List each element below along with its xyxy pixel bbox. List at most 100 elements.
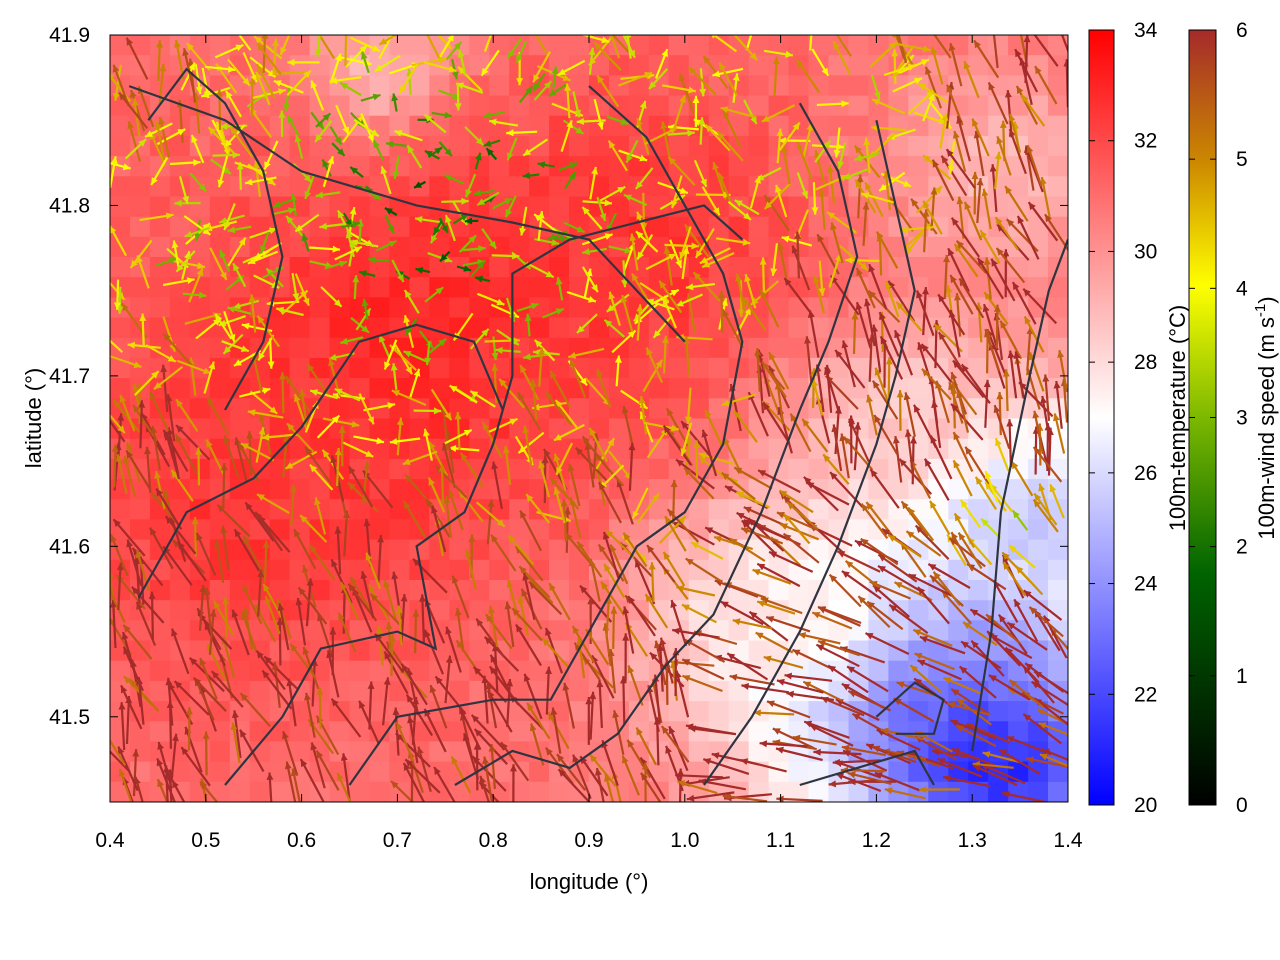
wind-vector bbox=[301, 232, 310, 252]
wind-vector bbox=[642, 359, 664, 393]
heatmap-cell bbox=[209, 761, 231, 783]
heatmap-cell bbox=[229, 660, 251, 682]
heatmap-cell bbox=[988, 640, 1009, 662]
heatmap-cell bbox=[589, 701, 610, 722]
heatmap-cell bbox=[309, 398, 331, 420]
wind-vector bbox=[663, 246, 673, 286]
heatmap-cell bbox=[668, 35, 690, 56]
heatmap-cell bbox=[169, 216, 191, 238]
heatmap-cell bbox=[289, 95, 311, 117]
heatmap-cell bbox=[469, 539, 490, 561]
heatmap-cell bbox=[130, 176, 151, 198]
heatmap-cell bbox=[968, 580, 989, 601]
heatmap-cell bbox=[269, 418, 291, 440]
heatmap-cell bbox=[349, 721, 371, 743]
heatmap-cell bbox=[429, 196, 450, 218]
heatmap-cell bbox=[1028, 680, 1049, 702]
wind-vector bbox=[304, 175, 315, 200]
heatmap-cell bbox=[349, 95, 371, 117]
wind-vector bbox=[856, 174, 864, 219]
heatmap-cell bbox=[130, 620, 151, 642]
wind-vector bbox=[791, 245, 811, 291]
heatmap-cell bbox=[968, 236, 989, 258]
heatmap-cell bbox=[828, 519, 850, 541]
heatmap-cell bbox=[908, 115, 929, 137]
heatmap-cell bbox=[948, 55, 969, 76]
wind-vector bbox=[157, 741, 173, 789]
wind-vector bbox=[607, 140, 628, 172]
wind-vector bbox=[683, 336, 691, 377]
heatmap-cell bbox=[529, 95, 550, 117]
heatmap-cell bbox=[708, 277, 730, 298]
heatmap-cell bbox=[768, 458, 790, 480]
heatmap-cell bbox=[489, 479, 510, 500]
heatmap-cell bbox=[249, 761, 271, 783]
heatmap-cell bbox=[469, 398, 490, 420]
wind-vector bbox=[811, 182, 819, 215]
heatmap-cell bbox=[848, 721, 870, 743]
heatmap-cell bbox=[748, 176, 770, 198]
heatmap-cell bbox=[988, 35, 1009, 56]
wind-vector bbox=[579, 584, 613, 623]
wind-vector bbox=[864, 181, 884, 218]
x-tick-label: 0.5 bbox=[191, 829, 220, 852]
heatmap-cell bbox=[509, 458, 530, 480]
heatmap-cell bbox=[668, 55, 690, 76]
heatmap-cell bbox=[928, 701, 949, 722]
heatmap-cell bbox=[229, 680, 251, 702]
heatmap-cell bbox=[469, 580, 490, 601]
heatmap-cell bbox=[549, 640, 570, 662]
heatmap-cell bbox=[269, 95, 291, 117]
heatmap-cell bbox=[449, 156, 470, 177]
heatmap-cell bbox=[489, 600, 510, 621]
heatmap-cell bbox=[1028, 115, 1049, 137]
heatmap-cell bbox=[609, 156, 630, 177]
wind-vector bbox=[763, 49, 794, 58]
heatmap-cell bbox=[110, 216, 131, 238]
heatmap-cell bbox=[848, 35, 870, 56]
wind-vector bbox=[178, 176, 189, 204]
wind-vector bbox=[1041, 748, 1068, 762]
heatmap-cell bbox=[1028, 257, 1049, 278]
heatmap-cell bbox=[110, 499, 131, 520]
heatmap-cell bbox=[748, 236, 770, 258]
heatmap-cell bbox=[648, 378, 670, 399]
heatmap-cell bbox=[569, 559, 590, 581]
heatmap-cell bbox=[888, 317, 909, 339]
heatmap-cell bbox=[529, 761, 550, 783]
wind-vector bbox=[702, 758, 750, 775]
heatmap-cell bbox=[389, 236, 410, 258]
heatmap-cell bbox=[728, 701, 750, 722]
heatmap-cell bbox=[169, 761, 191, 783]
heatmap-cell bbox=[189, 499, 211, 520]
heatmap-cell bbox=[1048, 458, 1068, 480]
heatmap-cell bbox=[469, 135, 490, 157]
wind-vector bbox=[349, 576, 374, 615]
heatmap-cell bbox=[169, 196, 191, 218]
heatmap-cell bbox=[748, 55, 770, 76]
wind-vector bbox=[330, 558, 353, 604]
heatmap-cell bbox=[888, 701, 909, 722]
wind-vector bbox=[413, 180, 427, 189]
wind-vector bbox=[535, 35, 548, 55]
heatmap-cell bbox=[908, 156, 929, 177]
heatmap-cell bbox=[808, 196, 830, 218]
x-tick-label: 0.7 bbox=[383, 829, 412, 852]
heatmap-cell bbox=[289, 721, 311, 743]
heatmap-cell bbox=[788, 701, 810, 722]
heatmap-cell bbox=[1048, 95, 1068, 117]
wind-vector bbox=[1034, 65, 1058, 105]
heatmap-cell bbox=[1008, 176, 1029, 198]
wind-vector bbox=[982, 751, 1022, 764]
heatmap-cell bbox=[968, 600, 989, 621]
wind-vector bbox=[816, 100, 849, 108]
heatmap-cell bbox=[848, 438, 870, 460]
heatmap-cell bbox=[648, 216, 670, 238]
heatmap-cell bbox=[130, 196, 151, 218]
wind-vector bbox=[877, 564, 920, 592]
colorbar-tick-label: 22 bbox=[1134, 683, 1157, 706]
heatmap-cell bbox=[269, 176, 291, 198]
heatmap-cell bbox=[449, 55, 470, 76]
wind-vector bbox=[491, 461, 503, 510]
heatmap-cell bbox=[229, 559, 251, 581]
